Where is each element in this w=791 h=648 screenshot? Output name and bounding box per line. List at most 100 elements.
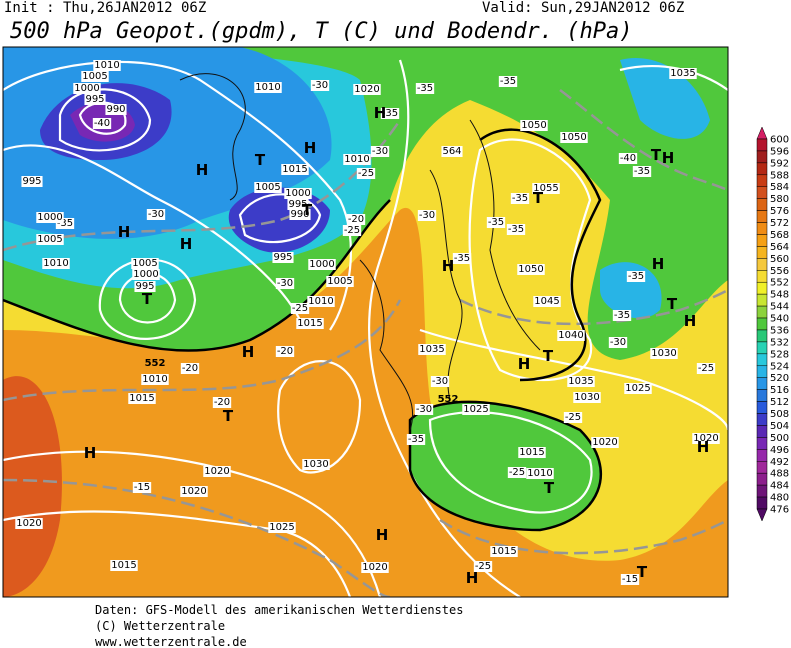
contour-label-box xyxy=(281,164,309,175)
contour-label-box xyxy=(21,176,43,187)
contour-label-box xyxy=(36,212,64,223)
contour-label: 1030 xyxy=(302,459,330,470)
colorbar-swatch xyxy=(756,234,768,247)
contour-label-text: 1005 xyxy=(82,71,107,82)
contour-label: -25 xyxy=(563,412,583,423)
contour-label-box xyxy=(92,118,112,129)
contour-label-text: 1000 xyxy=(74,83,99,94)
contour-label-box xyxy=(141,374,169,385)
contour-label-text: 1045 xyxy=(534,296,559,307)
contour-label-box xyxy=(557,330,585,341)
contour-label: 1010 xyxy=(343,154,371,165)
contour-label: 1050 xyxy=(517,264,545,275)
contour-label: 1025 xyxy=(268,522,296,533)
contour-label-text: -30 xyxy=(416,404,432,415)
contour-label-text: -35 xyxy=(417,83,433,94)
contour-label: 1000 xyxy=(284,188,312,199)
colorbar-label: 532 xyxy=(770,337,789,348)
colorbar-swatch xyxy=(756,425,768,438)
colorbar-swatch xyxy=(756,401,768,414)
pressure-center: H xyxy=(697,438,710,456)
contour-label-box xyxy=(507,467,527,478)
contour-label-box xyxy=(518,447,546,458)
contour-label: -35 xyxy=(506,224,526,235)
colorbar-swatch xyxy=(756,341,768,355)
colorbar-swatch xyxy=(756,353,768,367)
contour-label-text: 995 xyxy=(273,252,292,263)
colorbar-label: 508 xyxy=(770,409,789,420)
contour-label: 1025 xyxy=(624,383,652,394)
contour-label-text: 1000 xyxy=(309,259,334,270)
contour-label-text: 1030 xyxy=(574,392,599,403)
contour-label-box xyxy=(356,168,376,179)
colorbar-swatch xyxy=(756,210,768,223)
contour-label: 995 xyxy=(84,94,106,105)
pressure-center: H xyxy=(180,235,193,253)
contour-label-text: -25 xyxy=(292,303,308,314)
contour-label-box xyxy=(353,84,381,95)
contour-label-text: 1035 xyxy=(419,344,444,355)
contour-label: -40 xyxy=(92,118,112,129)
colorbar-swatch xyxy=(756,258,768,271)
contour-label-box xyxy=(275,346,295,357)
colorbar-label: 568 xyxy=(770,230,789,241)
colorbar-swatch xyxy=(756,461,768,474)
contour-label-text: 1020 xyxy=(181,486,206,497)
contour-label-text: -30 xyxy=(312,80,328,91)
contour-label: -35 xyxy=(452,253,472,264)
pressure-center: H xyxy=(662,149,675,167)
contour-label: -35 xyxy=(406,434,426,445)
contour-label: 1055 xyxy=(532,183,560,194)
contour-label: 1050 xyxy=(520,120,548,131)
contour-label-text: -20 xyxy=(348,214,364,225)
pressure-center: H xyxy=(304,139,317,157)
pressure-center: T xyxy=(255,151,266,169)
contour-label-box xyxy=(134,281,156,292)
contour-label-box xyxy=(591,437,619,448)
contour-label-box xyxy=(131,258,159,269)
contour-label: 1000 xyxy=(73,83,101,94)
contour-label: -25 xyxy=(507,467,527,478)
colorbar-label: 560 xyxy=(770,254,789,265)
contour-label-box xyxy=(268,522,296,533)
contour-label-box xyxy=(692,433,720,444)
contour-label: 1020 xyxy=(692,433,720,444)
colorbar-label: 588 xyxy=(770,170,789,181)
pressure-center: T xyxy=(533,189,544,207)
contour-label-box xyxy=(486,217,506,228)
contour-label-box xyxy=(146,209,166,220)
pressure-center: T xyxy=(142,290,153,308)
colorbar-swatch xyxy=(756,162,768,176)
contour-label: -35 xyxy=(55,218,75,229)
contour-label-text: -25 xyxy=(344,225,360,236)
contour-label: 1020 xyxy=(15,518,43,529)
contour-label-box xyxy=(346,214,366,225)
contour-label-text: 1020 xyxy=(204,466,229,477)
colorbar-swatch xyxy=(756,317,768,331)
contour-label-text: -30 xyxy=(610,337,626,348)
contour-label: 995 xyxy=(134,281,156,292)
contour-label-box xyxy=(532,183,560,194)
colorbar-swatch xyxy=(756,365,768,378)
contour-label: 1030 xyxy=(650,348,678,359)
contour-label: -30 xyxy=(414,404,434,415)
pressure-center: H xyxy=(684,312,697,330)
colorbar-label: 520 xyxy=(770,373,789,384)
contour-label: 995 xyxy=(287,199,309,210)
contour-label-box xyxy=(406,434,426,445)
contour-label-text: -20 xyxy=(277,346,293,357)
contour-label-box xyxy=(308,259,336,270)
contour-label: 1010 xyxy=(254,82,282,93)
contour-label-box xyxy=(417,210,437,221)
contour-label: -25 xyxy=(473,561,493,572)
contour-label-text: -35 xyxy=(628,271,644,282)
contour-label: 1000 xyxy=(36,212,64,223)
contour-label-text: -30 xyxy=(372,146,388,157)
colorbar-swatch xyxy=(756,449,768,462)
contour-label-box xyxy=(132,482,152,493)
contour-label-text: 995 xyxy=(22,176,41,187)
contour-label-box xyxy=(370,146,390,157)
map-frame xyxy=(2,46,729,598)
contour-label-box xyxy=(180,486,208,497)
contour-label: 1005 xyxy=(131,258,159,269)
